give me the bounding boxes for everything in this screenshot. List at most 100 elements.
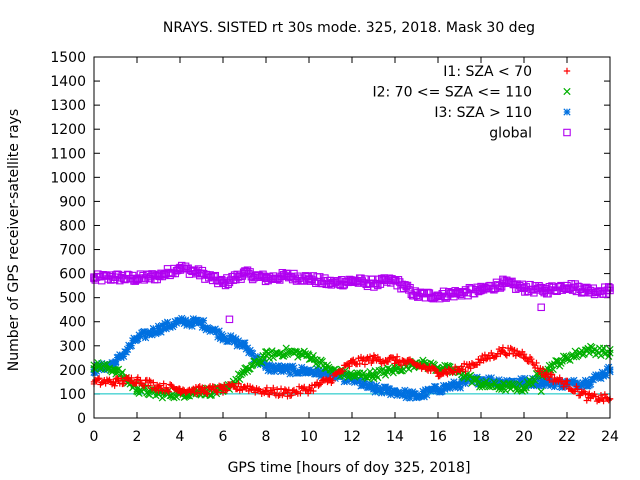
data-point: [224, 280, 232, 289]
data-point: [549, 365, 557, 374]
legend-marker-x: [563, 87, 571, 96]
data-point: [514, 385, 523, 394]
data-point: [322, 368, 330, 376]
data-point: [589, 376, 597, 384]
data-point: [547, 371, 554, 379]
data-point: [118, 368, 127, 376]
data-point: [516, 377, 524, 385]
x-tick-label: 12: [343, 429, 361, 445]
data-point: [383, 388, 391, 397]
data-point: [198, 323, 206, 331]
data-point: [310, 387, 317, 395]
data-point: [202, 326, 210, 334]
data-point: [574, 379, 582, 387]
data-point: [597, 391, 605, 399]
series-i1-sza-70: [90, 344, 614, 405]
data-point: [346, 363, 353, 370]
data-point: [600, 397, 607, 405]
data-point: [181, 262, 190, 271]
data-point: [369, 383, 377, 391]
data-point: [381, 383, 390, 391]
data-point: [354, 279, 363, 287]
data-point: [299, 368, 307, 376]
data-point: [298, 363, 306, 372]
data-point: [166, 271, 174, 280]
data-point: [571, 347, 579, 355]
legend-label: I1: SZA < 70: [443, 64, 532, 80]
data-point: [203, 389, 210, 397]
data-point: [288, 392, 295, 399]
data-point: [223, 387, 231, 394]
data-point: [394, 276, 403, 284]
data-point: [574, 386, 581, 393]
data-point: [161, 319, 169, 328]
data-point: [445, 381, 453, 390]
data-point: [581, 376, 590, 384]
data-point: [362, 280, 370, 289]
data-point: [403, 281, 412, 290]
data-point: [141, 334, 150, 342]
data-point: [587, 380, 595, 388]
data-point: [605, 396, 612, 404]
y-tick-label: 1400: [50, 74, 86, 90]
data-point: [339, 367, 347, 375]
legend-marker-plus: [563, 67, 571, 75]
data-point: [120, 352, 128, 361]
data-point: [356, 377, 364, 385]
data-point: [546, 376, 553, 384]
y-tick-label: 900: [59, 194, 86, 210]
data-point: [200, 317, 208, 325]
data-point: [538, 376, 546, 385]
data-point: [432, 383, 440, 391]
data-point: [560, 383, 567, 390]
data-point: [194, 319, 203, 327]
data-point: [273, 386, 281, 393]
data-point: [194, 390, 201, 397]
data-point: [265, 361, 274, 369]
data-point: [398, 391, 406, 400]
data-point: [147, 329, 155, 337]
data-point: [241, 339, 249, 347]
data-point: [110, 379, 117, 386]
y-tick-label: 1000: [50, 170, 86, 186]
data-point: [290, 364, 298, 372]
data-point: [429, 386, 437, 395]
data-point: [234, 337, 243, 345]
data-point: [402, 360, 410, 368]
legend-marker-asterisk: [563, 108, 571, 116]
data-point: [314, 367, 323, 375]
data-point: [122, 348, 130, 356]
data-point: [601, 391, 609, 398]
data-point: [573, 383, 580, 390]
data-point: [229, 334, 237, 342]
data-point: [120, 380, 127, 387]
data-point: [188, 322, 196, 330]
data-point: [558, 383, 566, 392]
data-point: [502, 351, 509, 358]
outlier-point: [537, 303, 545, 312]
data-point: [230, 271, 239, 279]
data-point: [294, 353, 302, 361]
legend-marker-square: [563, 128, 571, 137]
data-point: [136, 332, 145, 341]
outlier-point: [537, 387, 545, 396]
data-point: [211, 325, 219, 333]
data-point: [111, 382, 118, 389]
data-point: [467, 365, 474, 372]
data-point: [427, 387, 435, 395]
data-point: [212, 328, 221, 336]
data-point: [219, 336, 227, 344]
data-point: [577, 289, 586, 297]
data-point: [144, 382, 152, 389]
data-point: [144, 270, 152, 279]
data-point: [402, 394, 410, 402]
data-point: [255, 271, 263, 280]
data-point: [570, 376, 578, 385]
data-point: [564, 377, 571, 385]
data-point: [556, 374, 563, 381]
data-point: [604, 283, 613, 291]
data-point: [160, 380, 167, 387]
data-point: [183, 321, 191, 330]
data-point: [175, 385, 183, 392]
